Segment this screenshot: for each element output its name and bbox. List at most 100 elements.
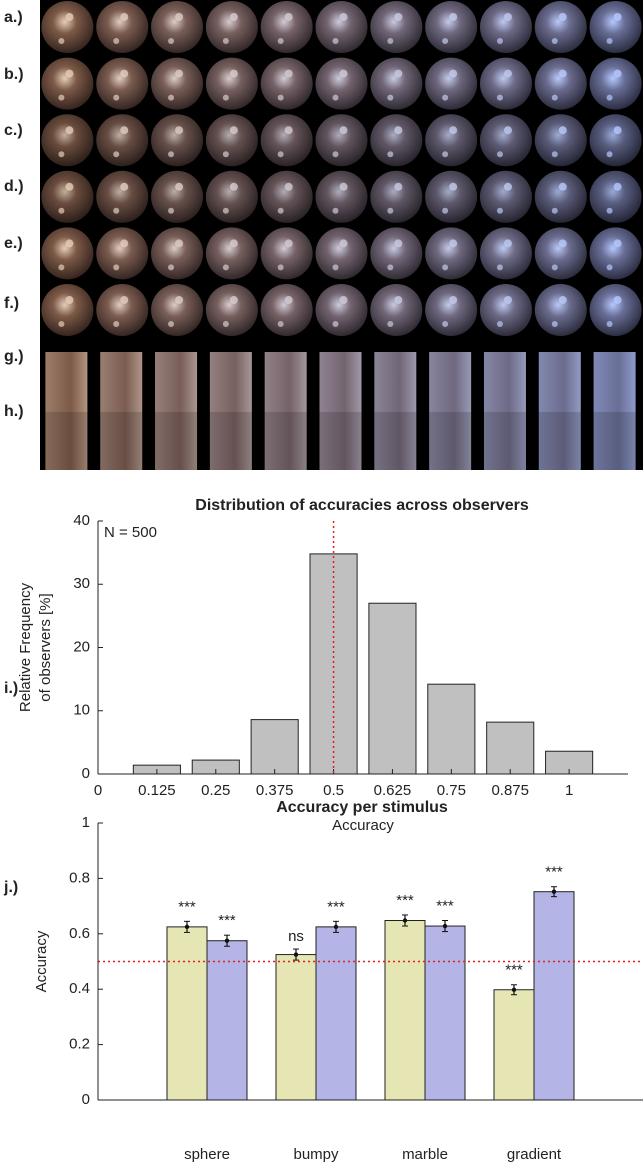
highlight (175, 126, 184, 135)
sphere-stimulus (205, 114, 258, 167)
bar (315, 926, 357, 1101)
sphere-stimulus (205, 284, 258, 336)
highlight (277, 38, 284, 44)
highlight (551, 151, 558, 158)
sphere-stimulus (41, 57, 94, 110)
highlight (606, 94, 613, 101)
highlight (168, 151, 175, 158)
highlight (449, 182, 458, 191)
sphere-stimulus (370, 227, 423, 280)
highlight (113, 151, 120, 158)
highlight (387, 151, 394, 158)
gradient-stimulus (593, 412, 636, 470)
gradient-stimulus (538, 352, 581, 412)
gradient-stimulus (374, 412, 417, 470)
highlight (558, 296, 567, 304)
gradient-stimulus (209, 352, 252, 412)
highlight (551, 94, 558, 101)
sphere-stimulus (315, 284, 368, 336)
highlight (394, 13, 403, 21)
highlight (120, 13, 129, 21)
highlight (229, 126, 238, 135)
sphere-stimulus (151, 227, 204, 280)
panel-label: j.) (3, 879, 18, 896)
highlight (65, 126, 74, 135)
x-tick-label: 1 (565, 782, 573, 799)
highlight (175, 69, 184, 78)
bar (384, 920, 426, 1101)
highlight (613, 69, 622, 78)
chart-title: Accuracy per stimulus (276, 799, 448, 816)
highlight (394, 239, 403, 248)
sphere-stimulus (151, 1, 204, 53)
highlight (558, 182, 567, 191)
significance-label: ns (288, 928, 304, 945)
highlight (503, 182, 512, 191)
highlight (339, 239, 348, 248)
highlight (58, 38, 65, 44)
x-tick-label: bumpy (293, 1146, 339, 1163)
highlight (332, 38, 339, 44)
significance-label: *** (505, 962, 523, 979)
sphere-stimulus (370, 284, 423, 336)
significance-label: *** (178, 898, 196, 915)
highlight (332, 207, 339, 214)
sphere-stimulus (370, 170, 423, 223)
mean-point (402, 918, 408, 923)
mean-point (551, 889, 557, 894)
highlight (229, 296, 238, 304)
highlight (449, 296, 458, 304)
highlight (58, 151, 65, 158)
highlight (277, 151, 284, 158)
mean-point (333, 924, 339, 930)
gradient-stimulus (209, 412, 252, 470)
sphere-stimulus (479, 57, 532, 110)
highlight (449, 13, 458, 21)
bar (275, 954, 317, 1101)
panel-label: i.) (4, 680, 18, 697)
highlight (613, 239, 622, 248)
highlight (442, 264, 449, 271)
sphere-stimulus (534, 170, 587, 223)
gradient-stimulus (319, 412, 362, 470)
highlight (606, 264, 613, 271)
highlight (503, 126, 512, 135)
x-tick-label: 0.25 (201, 782, 230, 799)
y-axis-label: Relative Frequency (17, 582, 34, 712)
bar (493, 989, 535, 1101)
significance-label: *** (545, 864, 563, 881)
highlight (503, 296, 512, 304)
highlight (339, 69, 348, 78)
highlight (387, 94, 394, 101)
sphere-stimulus (479, 170, 532, 223)
highlight (613, 13, 622, 21)
sphere-stimulus (41, 114, 94, 167)
highlight (65, 182, 74, 191)
highlight (394, 182, 403, 191)
sphere-stimulus (315, 114, 368, 167)
sphere-stimulus (315, 1, 368, 53)
x-tick-label: gradient (507, 1146, 562, 1163)
highlight (551, 264, 558, 271)
highlight (229, 13, 238, 21)
sphere-stimulus (260, 57, 313, 110)
highlight (394, 296, 403, 304)
highlight (558, 13, 567, 21)
gradient-stimulus (429, 352, 472, 412)
sphere-stimulus (479, 227, 532, 280)
sphere-stimulus (589, 1, 642, 53)
highlight (613, 126, 622, 135)
highlight (442, 321, 449, 327)
x-tick-label: 0.75 (437, 782, 466, 799)
y-tick-label: 0.8 (69, 869, 90, 886)
highlight (339, 296, 348, 304)
panel-label: b.) (4, 66, 24, 83)
sphere-stimulus (41, 227, 94, 280)
y-axis-label: Accuracy (33, 930, 50, 992)
highlight (551, 321, 558, 327)
bar (486, 721, 535, 775)
x-tick-label: 0.125 (138, 782, 176, 799)
sphere-stimulus (315, 57, 368, 110)
highlight (277, 207, 284, 214)
highlight (65, 13, 74, 21)
